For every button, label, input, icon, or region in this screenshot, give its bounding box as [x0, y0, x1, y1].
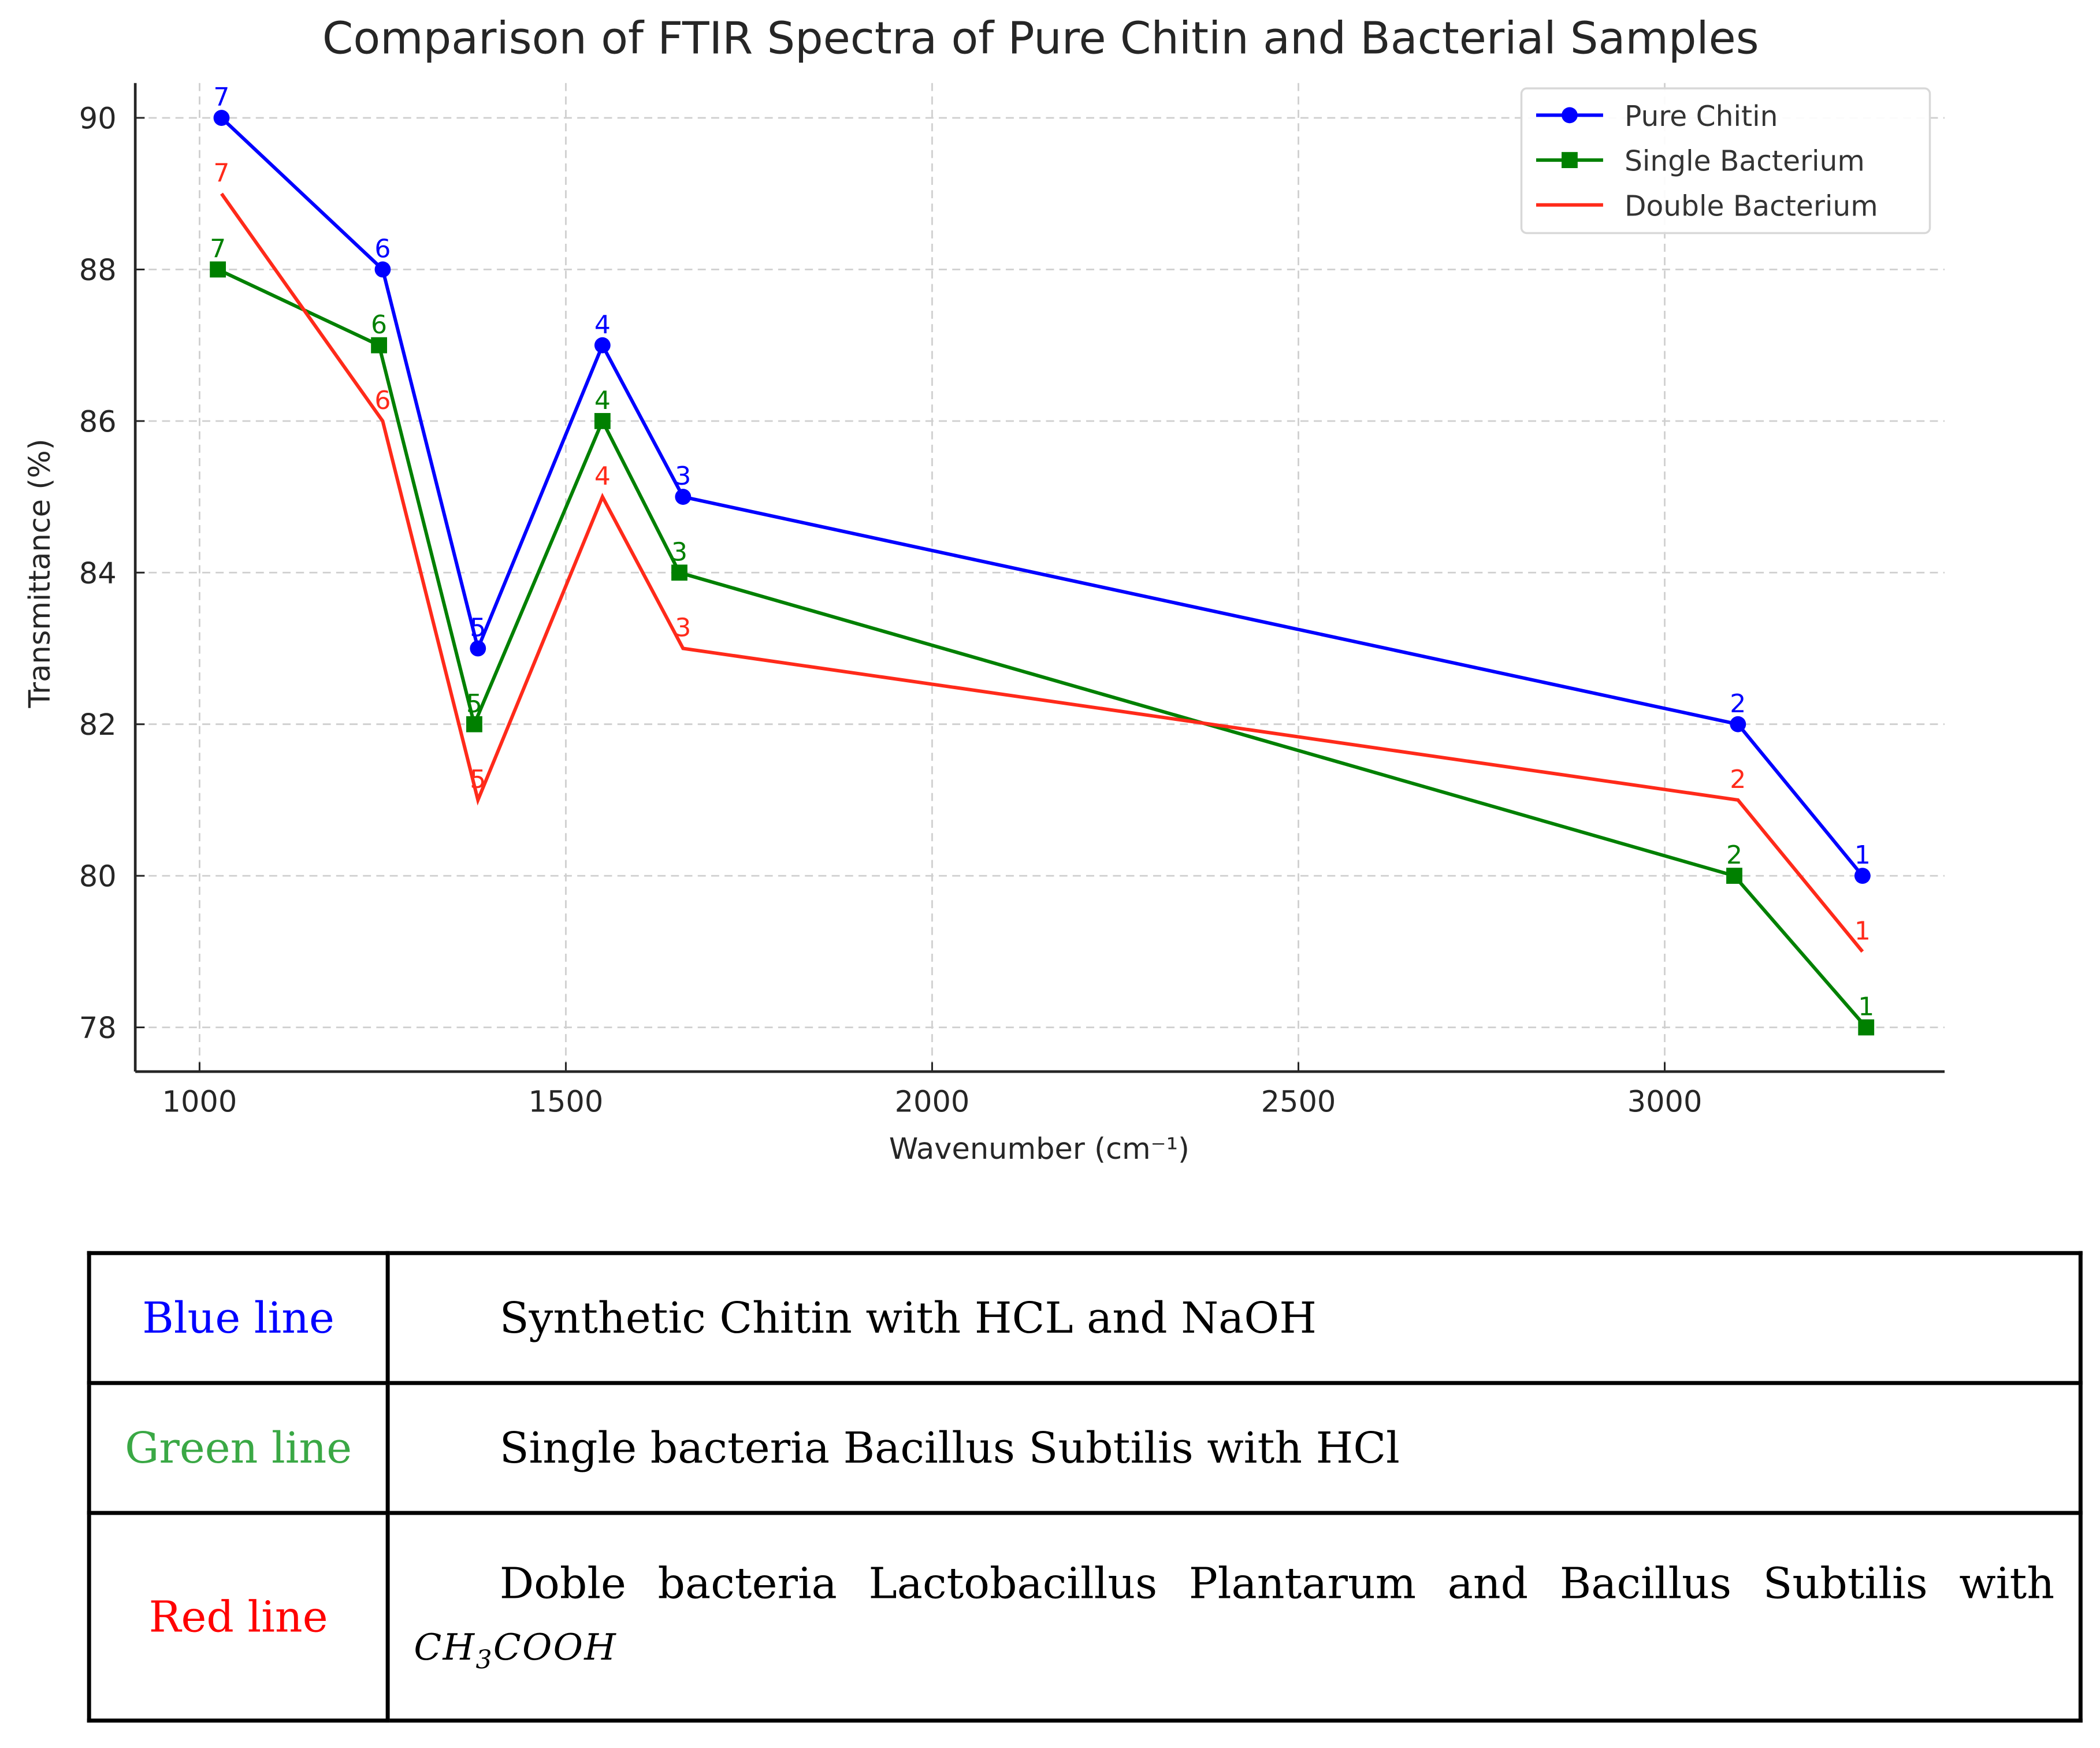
- chart-legend: Pure Chitin Single Bacterium Double Bacter…: [1520, 87, 1931, 235]
- y-axis-label: Transmittance (%): [23, 438, 57, 708]
- point-label: 4: [594, 462, 611, 491]
- point-label: 6: [374, 386, 391, 415]
- circle-marker-icon: [1730, 716, 1746, 732]
- circle-marker-icon: [675, 489, 692, 505]
- circle-marker-icon: [213, 110, 230, 126]
- square-marker-icon: [371, 337, 387, 354]
- key-cell: Green line: [87, 1381, 390, 1515]
- series-pure-chitin: 1 2 3 4 5 6 7: [213, 83, 1871, 884]
- key-cell: Blue line: [87, 1251, 390, 1385]
- green-line-description: Single bacteria Bacillus Subtilis with H…: [499, 1422, 1400, 1474]
- key-cell: Red line: [87, 1511, 390, 1723]
- x-tick-label: 2500: [1261, 1085, 1336, 1120]
- square-marker-icon: [671, 564, 687, 581]
- x-axis-label: Wavenumber (cm⁻¹): [889, 1132, 1190, 1166]
- green-line-key: Green line: [125, 1422, 352, 1474]
- x-tick-label: 2000: [895, 1085, 970, 1120]
- blue-line-description: Synthetic Chitin with HCL and NaOH: [499, 1292, 1317, 1344]
- legend-entry-label: Double Bacterium: [1625, 190, 1878, 222]
- chemical-formula: CH3COOH: [414, 1628, 618, 1676]
- table-row: Red line Doble bacteria Lactobacillus Pl…: [87, 1511, 2083, 1723]
- y-tick-label: 88: [79, 254, 117, 288]
- square-marker-icon: [1858, 1019, 1875, 1036]
- point-label: 7: [213, 158, 229, 188]
- circle-marker-icon: [594, 337, 611, 354]
- legend-circle-icon: [1562, 107, 1578, 124]
- point-label: 2: [1730, 765, 1746, 794]
- series-line: [217, 267, 1868, 1029]
- point-label: 2: [1726, 840, 1742, 870]
- red-line-key: Red line: [148, 1591, 328, 1642]
- table-row: Blue line Synthetic Chitin with HCL and …: [87, 1251, 2083, 1385]
- legend-square-icon: [1562, 152, 1578, 169]
- point-label: 2: [1730, 689, 1746, 719]
- square-marker-icon: [466, 716, 482, 732]
- legend-box: [1520, 87, 1931, 235]
- axes: 1000 1500 2000 2500 3000 78 80 82 84 86 88 90: [79, 83, 1945, 1120]
- point-label: 6: [374, 235, 391, 264]
- red-line-description: Doble bacteria Lactobacillus Plantarum a…: [499, 1558, 2055, 1609]
- point-label: 7: [213, 83, 229, 112]
- chart-title: Comparison of FTIR Spectra of Pure Chiti…: [322, 13, 1759, 65]
- square-marker-icon: [210, 261, 226, 278]
- point-label: 4: [594, 310, 611, 340]
- y-tick-label: 82: [79, 708, 117, 742]
- y-tick-label: 84: [79, 557, 117, 591]
- series: 1 2 3 4 5 6 7 1 2 3 4 5 6 7 1 2 3 4 5 6 7: [210, 83, 1874, 1036]
- square-marker-icon: [594, 412, 611, 429]
- y-tick-label: 86: [79, 405, 117, 439]
- point-label: 3: [671, 537, 687, 567]
- legend-entry-label: Single Bacterium: [1625, 146, 1865, 178]
- y-tick-label: 80: [79, 860, 117, 894]
- series-line: [220, 192, 1864, 953]
- y-tick-label: 90: [79, 102, 117, 136]
- point-label: 1: [1858, 992, 1874, 1022]
- series-double-bacterium: 1 2 3 4 5 6 7: [213, 158, 1871, 953]
- point-label: 1: [1854, 840, 1871, 870]
- y-tick-label: 78: [79, 1011, 117, 1046]
- point-label: 6: [371, 310, 387, 340]
- point-label: 4: [594, 386, 611, 415]
- circle-marker-icon: [470, 640, 486, 657]
- description-cell: Doble bacteria Lactobacillus Plantarum a…: [385, 1511, 2083, 1723]
- point-label: 5: [470, 765, 486, 794]
- table-row: Green line Single bacteria Bacillus Subt…: [87, 1381, 2083, 1515]
- circle-marker-icon: [374, 261, 391, 278]
- line-description-table: Blue line Synthetic Chitin with HCL and …: [87, 1251, 2083, 1723]
- series-single-bacterium: 1 2 3 4 5 6 7: [210, 235, 1874, 1036]
- blue-line-key: Blue line: [142, 1292, 334, 1344]
- description-cell: Single bacteria Bacillus Subtilis with H…: [385, 1381, 2083, 1515]
- circle-marker-icon: [1854, 868, 1871, 884]
- point-label: 3: [675, 613, 691, 643]
- point-label: 3: [675, 462, 691, 491]
- x-tick-label: 1000: [162, 1085, 237, 1120]
- square-marker-icon: [1726, 868, 1742, 884]
- point-label: 7: [210, 235, 226, 264]
- point-label: 1: [1854, 916, 1871, 946]
- x-tick-label: 3000: [1627, 1085, 1703, 1120]
- description-cell: Synthetic Chitin with HCL and NaOH: [385, 1251, 2083, 1385]
- x-tick-label: 1500: [529, 1085, 604, 1120]
- legend-entry-label: Pure Chitin: [1625, 101, 1778, 133]
- ftir-line-chart: Comparison of FTIR Spectra of Pure Chiti…: [23, 13, 1945, 1166]
- point-label: 5: [470, 613, 486, 643]
- point-label: 5: [466, 689, 482, 719]
